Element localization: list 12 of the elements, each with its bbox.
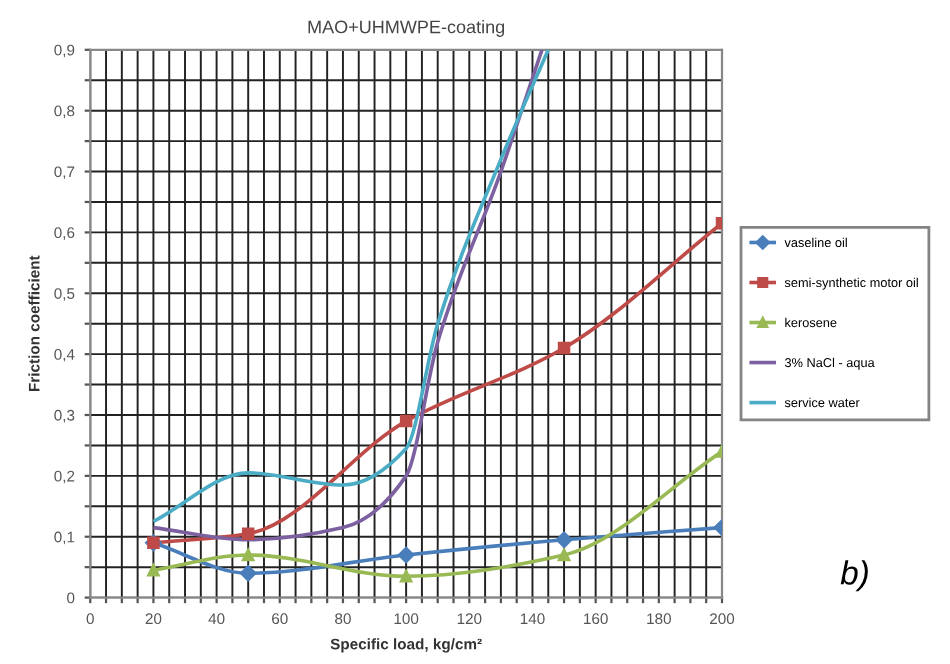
point — [239, 564, 257, 582]
point — [399, 570, 413, 583]
point — [399, 414, 413, 428]
point — [241, 548, 255, 562]
point — [555, 531, 573, 549]
point — [241, 527, 255, 540]
text: b) — [840, 560, 868, 592]
point — [147, 563, 160, 577]
point — [397, 546, 415, 564]
point — [557, 548, 571, 562]
chart-title: MAO+UHMWPE-coating — [308, 20, 505, 37]
point — [557, 341, 571, 355]
